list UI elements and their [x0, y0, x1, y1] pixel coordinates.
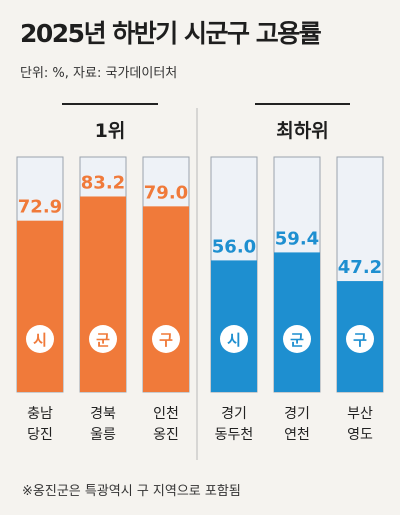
badge-circle: [152, 325, 180, 353]
group-label: 1위: [95, 120, 126, 142]
badge-label: 시: [227, 331, 241, 349]
group-label: 최하위: [276, 120, 328, 142]
badge-label: 구: [353, 331, 367, 349]
category-label: 충남: [27, 406, 53, 422]
category-label: 당진: [27, 427, 53, 443]
value-label: 59.4: [275, 228, 319, 249]
bar: [80, 196, 126, 392]
category-label: 울릉: [90, 427, 116, 443]
category-label: 경북: [90, 406, 116, 422]
badge-circle: [346, 325, 374, 353]
chart-subtitle: 단위: %, 자료: 국가데이터처: [20, 66, 178, 81]
badge-circle: [89, 325, 117, 353]
badge-label: 군: [96, 331, 110, 349]
value-label: 47.2: [338, 257, 382, 278]
badge-label: 군: [290, 331, 304, 349]
badge-circle: [220, 325, 248, 353]
badge-label: 시: [33, 331, 47, 349]
value-label: 83.2: [81, 172, 125, 193]
category-label: 동두천: [215, 427, 254, 443]
category-label: 인천: [153, 406, 179, 422]
category-label: 연천: [284, 427, 310, 443]
value-label: 56.0: [212, 236, 256, 257]
category-label: 경기: [284, 406, 310, 422]
chart-title: 2025년 하반기 시군구 고용률: [20, 19, 322, 48]
bar: [274, 252, 320, 392]
value-label: 79.0: [144, 182, 188, 203]
badge-circle: [26, 325, 54, 353]
badge-label: 구: [159, 331, 173, 349]
badge-circle: [283, 325, 311, 353]
bar: [17, 220, 63, 392]
category-label: 경기: [221, 406, 247, 422]
footnote: ※옹진군은 특광역시 구 지역으로 포함됨: [22, 484, 241, 499]
value-label: 72.9: [18, 197, 62, 218]
category-label: 부산: [347, 406, 373, 422]
category-label: 영도: [347, 427, 373, 443]
bar: [143, 206, 189, 392]
category-label: 옹진: [153, 427, 179, 443]
